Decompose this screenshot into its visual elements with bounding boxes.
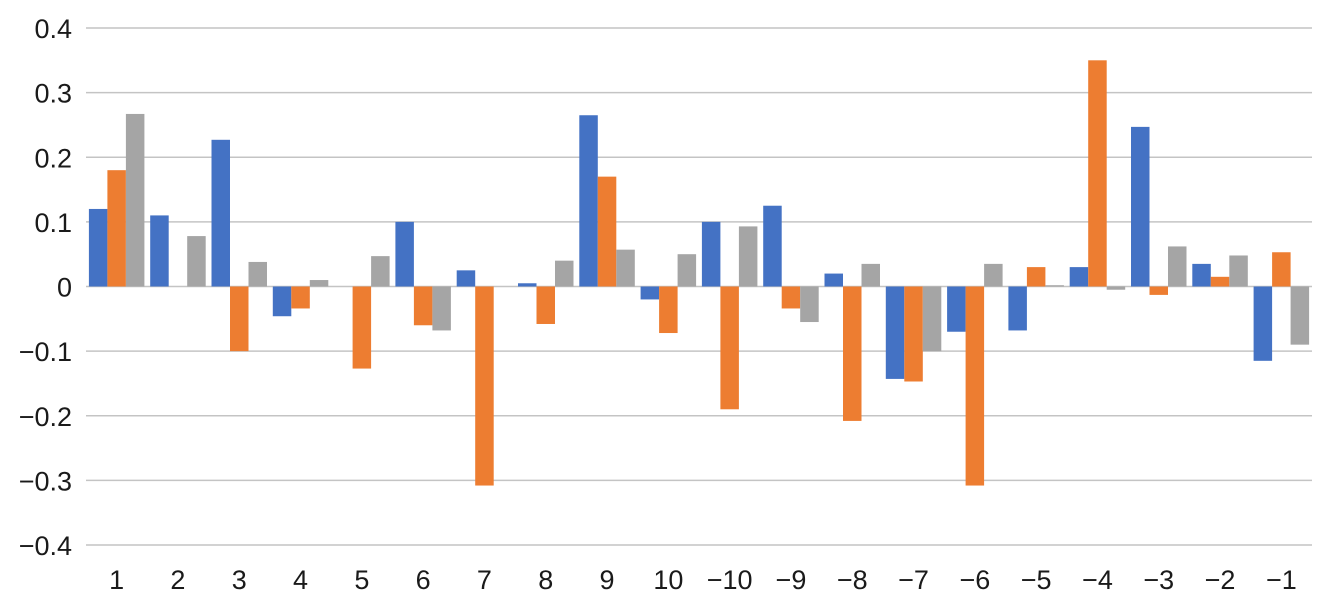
x-tick-label: 10 bbox=[653, 565, 683, 595]
bar-series-2-cat-17 bbox=[1088, 60, 1107, 287]
bar-series-3-cat-15 bbox=[984, 263, 1003, 287]
bar-series-3-cat-17 bbox=[1106, 286, 1126, 290]
x-tick-label: −9 bbox=[776, 565, 807, 595]
y-tick-label: −0.2 bbox=[19, 402, 72, 432]
x-tick-label: 2 bbox=[170, 565, 185, 595]
bar-series-3-cat-16 bbox=[1045, 285, 1064, 287]
gridlines bbox=[86, 27, 1312, 546]
y-tick-label: 0 bbox=[57, 273, 72, 303]
x-tick-label: 3 bbox=[232, 565, 247, 595]
x-axis-tick-labels: 1 2 3 4 5 6 7 8 9 10 −10 −9 −8 −7 −6 −5 −4 −3 −2 −1 bbox=[109, 565, 1297, 595]
bar-series-2-cat-19 bbox=[1210, 276, 1230, 287]
x-tick-label: 4 bbox=[293, 565, 308, 595]
bar-series-1-cat-2 bbox=[150, 215, 169, 287]
bar-series-3-cat-10 bbox=[677, 254, 697, 287]
bar-series-3-cat-4 bbox=[309, 280, 329, 287]
x-tick-label: 9 bbox=[600, 565, 615, 595]
x-tick-label: −2 bbox=[1205, 565, 1236, 595]
bar-series-2-cat-6 bbox=[413, 286, 433, 326]
x-tick-label: −3 bbox=[1143, 565, 1174, 595]
bar-series-2-cat-7 bbox=[475, 286, 494, 486]
bar-series-2-cat-14 bbox=[904, 286, 923, 382]
x-tick-label: −1 bbox=[1266, 565, 1297, 595]
y-tick-label: 0.3 bbox=[34, 79, 72, 109]
x-tick-label: −6 bbox=[959, 565, 990, 595]
bar-series-2-cat-8 bbox=[536, 286, 555, 324]
bar-series-1-cat-10 bbox=[640, 286, 660, 300]
bar-series-3-cat-6 bbox=[432, 286, 451, 331]
bar-series-1-cat-6 bbox=[395, 221, 414, 287]
bar-series-2-cat-16 bbox=[1026, 267, 1046, 287]
bar-series-1-cat-13 bbox=[824, 273, 843, 287]
y-tick-label: 0.1 bbox=[34, 208, 72, 238]
x-tick-label: −10 bbox=[707, 565, 753, 595]
bar-series-3-cat-20 bbox=[1290, 286, 1310, 345]
bar-series-3-cat-5 bbox=[371, 256, 390, 287]
bars bbox=[88, 60, 1310, 486]
bar-series-1-cat-15 bbox=[947, 286, 966, 332]
x-tick-label: 1 bbox=[109, 565, 124, 595]
bar-series-2-cat-1 bbox=[107, 170, 126, 287]
bar-series-3-cat-2 bbox=[187, 236, 206, 287]
x-tick-label: 5 bbox=[354, 565, 369, 595]
x-tick-label: −8 bbox=[837, 565, 868, 595]
bar-series-3-cat-3 bbox=[248, 261, 267, 287]
bar-series-2-cat-15 bbox=[965, 286, 985, 486]
bar-series-3-cat-13 bbox=[861, 263, 880, 287]
bar-series-1-cat-14 bbox=[885, 286, 905, 379]
y-tick-label: 0.4 bbox=[34, 14, 72, 44]
y-tick-label: −0.4 bbox=[19, 531, 72, 561]
y-tick-label: 0.2 bbox=[34, 143, 72, 173]
bar-series-2-cat-18 bbox=[1149, 286, 1168, 295]
x-tick-label: −5 bbox=[1021, 565, 1052, 595]
bar-series-3-cat-11 bbox=[738, 226, 758, 287]
bar-series-3-cat-14 bbox=[922, 286, 942, 352]
x-tick-label: 8 bbox=[538, 565, 553, 595]
bar-series-3-cat-12 bbox=[800, 286, 819, 323]
bar-series-1-cat-12 bbox=[763, 205, 782, 287]
bar-series-3-cat-8 bbox=[555, 260, 574, 287]
bar-series-3-cat-18 bbox=[1168, 246, 1187, 287]
bar-series-1-cat-7 bbox=[456, 270, 476, 287]
bar-series-2-cat-20 bbox=[1272, 252, 1291, 287]
bar-series-2-cat-10 bbox=[659, 286, 678, 334]
bar-series-1-cat-8 bbox=[518, 283, 537, 287]
x-tick-label: −7 bbox=[898, 565, 929, 595]
bar-series-2-cat-3 bbox=[230, 286, 249, 352]
bar-series-1-cat-4 bbox=[272, 286, 292, 317]
bar-series-1-cat-11 bbox=[701, 221, 721, 287]
bar-series-2-cat-12 bbox=[781, 286, 801, 309]
bar-series-1-cat-18 bbox=[1131, 126, 1150, 287]
bar-series-1-cat-1 bbox=[88, 208, 108, 287]
bar-series-3-cat-9 bbox=[616, 249, 635, 287]
bar-series-1-cat-9 bbox=[579, 115, 598, 287]
bar-series-1-cat-3 bbox=[211, 139, 230, 287]
x-tick-label: 7 bbox=[477, 565, 492, 595]
y-axis-tick-labels: 0.4 0.3 0.2 0.1 0 −0.1 −0.2 −0.3 −0.4 bbox=[19, 14, 72, 561]
bar-series-1-cat-20 bbox=[1253, 286, 1273, 361]
bar-series-1-cat-19 bbox=[1192, 263, 1211, 287]
bar-series-2-cat-9 bbox=[597, 176, 617, 287]
bar-series-2-cat-5 bbox=[352, 286, 372, 369]
bar-series-2-cat-4 bbox=[291, 286, 310, 309]
bar-series-2-cat-13 bbox=[843, 286, 862, 421]
y-tick-label: −0.1 bbox=[19, 337, 72, 367]
bar-series-3-cat-1 bbox=[125, 113, 145, 287]
bar-series-2-cat-11 bbox=[720, 286, 739, 410]
x-tick-label: −4 bbox=[1082, 565, 1113, 595]
bar-series-3-cat-19 bbox=[1229, 255, 1248, 287]
bar-series-1-cat-17 bbox=[1069, 267, 1089, 287]
y-tick-label: −0.3 bbox=[19, 466, 72, 496]
bar-series-1-cat-16 bbox=[1008, 286, 1027, 331]
x-tick-label: 6 bbox=[416, 565, 431, 595]
